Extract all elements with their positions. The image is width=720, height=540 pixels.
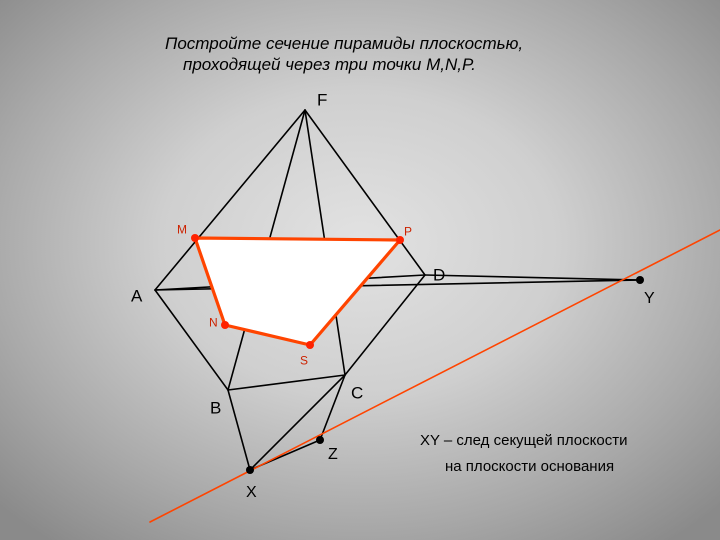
section-polygon [195,238,400,345]
point-P [396,236,404,244]
point-N [221,321,229,329]
edge-D-Y [425,275,640,280]
edge-B-C [228,375,345,390]
point-Z [316,436,324,444]
caption-line-1: XY – след секущей плоскости [420,432,627,449]
label-Y: Y [644,290,655,307]
point-Y [636,276,644,284]
edge-C-Z [320,375,345,440]
label-C: C [351,384,363,403]
label-P: P [404,225,412,239]
label-N: N [209,316,218,330]
point-X [246,466,254,474]
edge-B-X [228,390,250,470]
label-M: M [177,223,187,237]
diagram-stage: F A B C D X Z Y M P N S Постройте сечение пирамиды … [0,0,720,540]
point-M [191,234,199,242]
label-B: B [210,399,221,418]
label-A: A [131,287,143,306]
title-line-1: Постройте сечение пирамиды плоскостью, [165,34,523,54]
label-X: X [246,484,257,501]
label-Z: Z [328,446,338,463]
label-D: D [433,266,445,285]
caption-line-2: на плоскости основания [445,458,614,475]
point-S [306,341,314,349]
title-line-2: проходящей через три точки M,N,P. [183,55,476,75]
label-F: F [317,91,327,110]
label-S: S [300,354,308,368]
